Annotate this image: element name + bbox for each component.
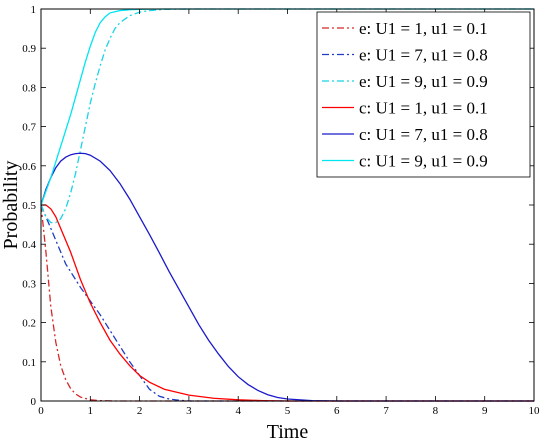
y-tick-label: 0.9 [22, 43, 36, 55]
y-tick-label: 0.1 [22, 357, 36, 369]
legend-label: c: U1 = 9, u1 = 0.9 [359, 152, 488, 171]
x-tick-label: 9 [482, 405, 488, 417]
y-tick-label: 0.3 [22, 278, 36, 290]
axis-ticks: 0 1 2 3 4 5 6 7 8 9 10 0 0.1 0.2 0.3 0.4 0.5 0.6 0.7 0.8 0.9… [22, 4, 540, 417]
x-axis-label: Time [267, 421, 309, 443]
legend-label: c: U1 = 1, u1 = 0.1 [359, 99, 488, 118]
x-tick-label: 2 [137, 405, 143, 417]
x-tick-label: 7 [383, 405, 389, 417]
x-tick-label: 1 [88, 405, 94, 417]
y-tick-label: 0.2 [22, 318, 36, 330]
y-tick-label: 0.7 [22, 122, 36, 134]
y-tick-label: 0.8 [22, 82, 36, 94]
x-tick-label: 10 [529, 405, 541, 417]
x-tick-label: 4 [235, 405, 241, 417]
y-tick-label: 0.4 [22, 239, 36, 251]
y-tick-label: 0 [31, 396, 37, 408]
x-tick-label: 6 [334, 405, 340, 417]
x-tick-label: 8 [433, 405, 439, 417]
x-tick-label: 5 [285, 405, 291, 417]
x-tick-label: 0 [38, 405, 44, 417]
y-tick-label: 0.5 [22, 200, 36, 212]
legend-label: e: U1 = 9, u1 = 0.9 [359, 72, 488, 91]
legend: e: U1 = 1, u1 = 0.1 e: U1 = 7, u1 = 0.8 e:… [316, 11, 531, 178]
x-tick-label: 3 [186, 405, 192, 417]
legend-label: e: U1 = 7, u1 = 0.8 [359, 46, 488, 65]
legend-box [316, 11, 531, 178]
y-tick-label: 0.6 [22, 161, 36, 173]
y-tick-label: 1 [31, 4, 37, 16]
legend-label: e: U1 = 1, u1 = 0.1 [359, 19, 488, 38]
y-axis-label: Probability [0, 161, 22, 250]
legend-label: c: U1 = 7, u1 = 0.8 [359, 125, 488, 144]
